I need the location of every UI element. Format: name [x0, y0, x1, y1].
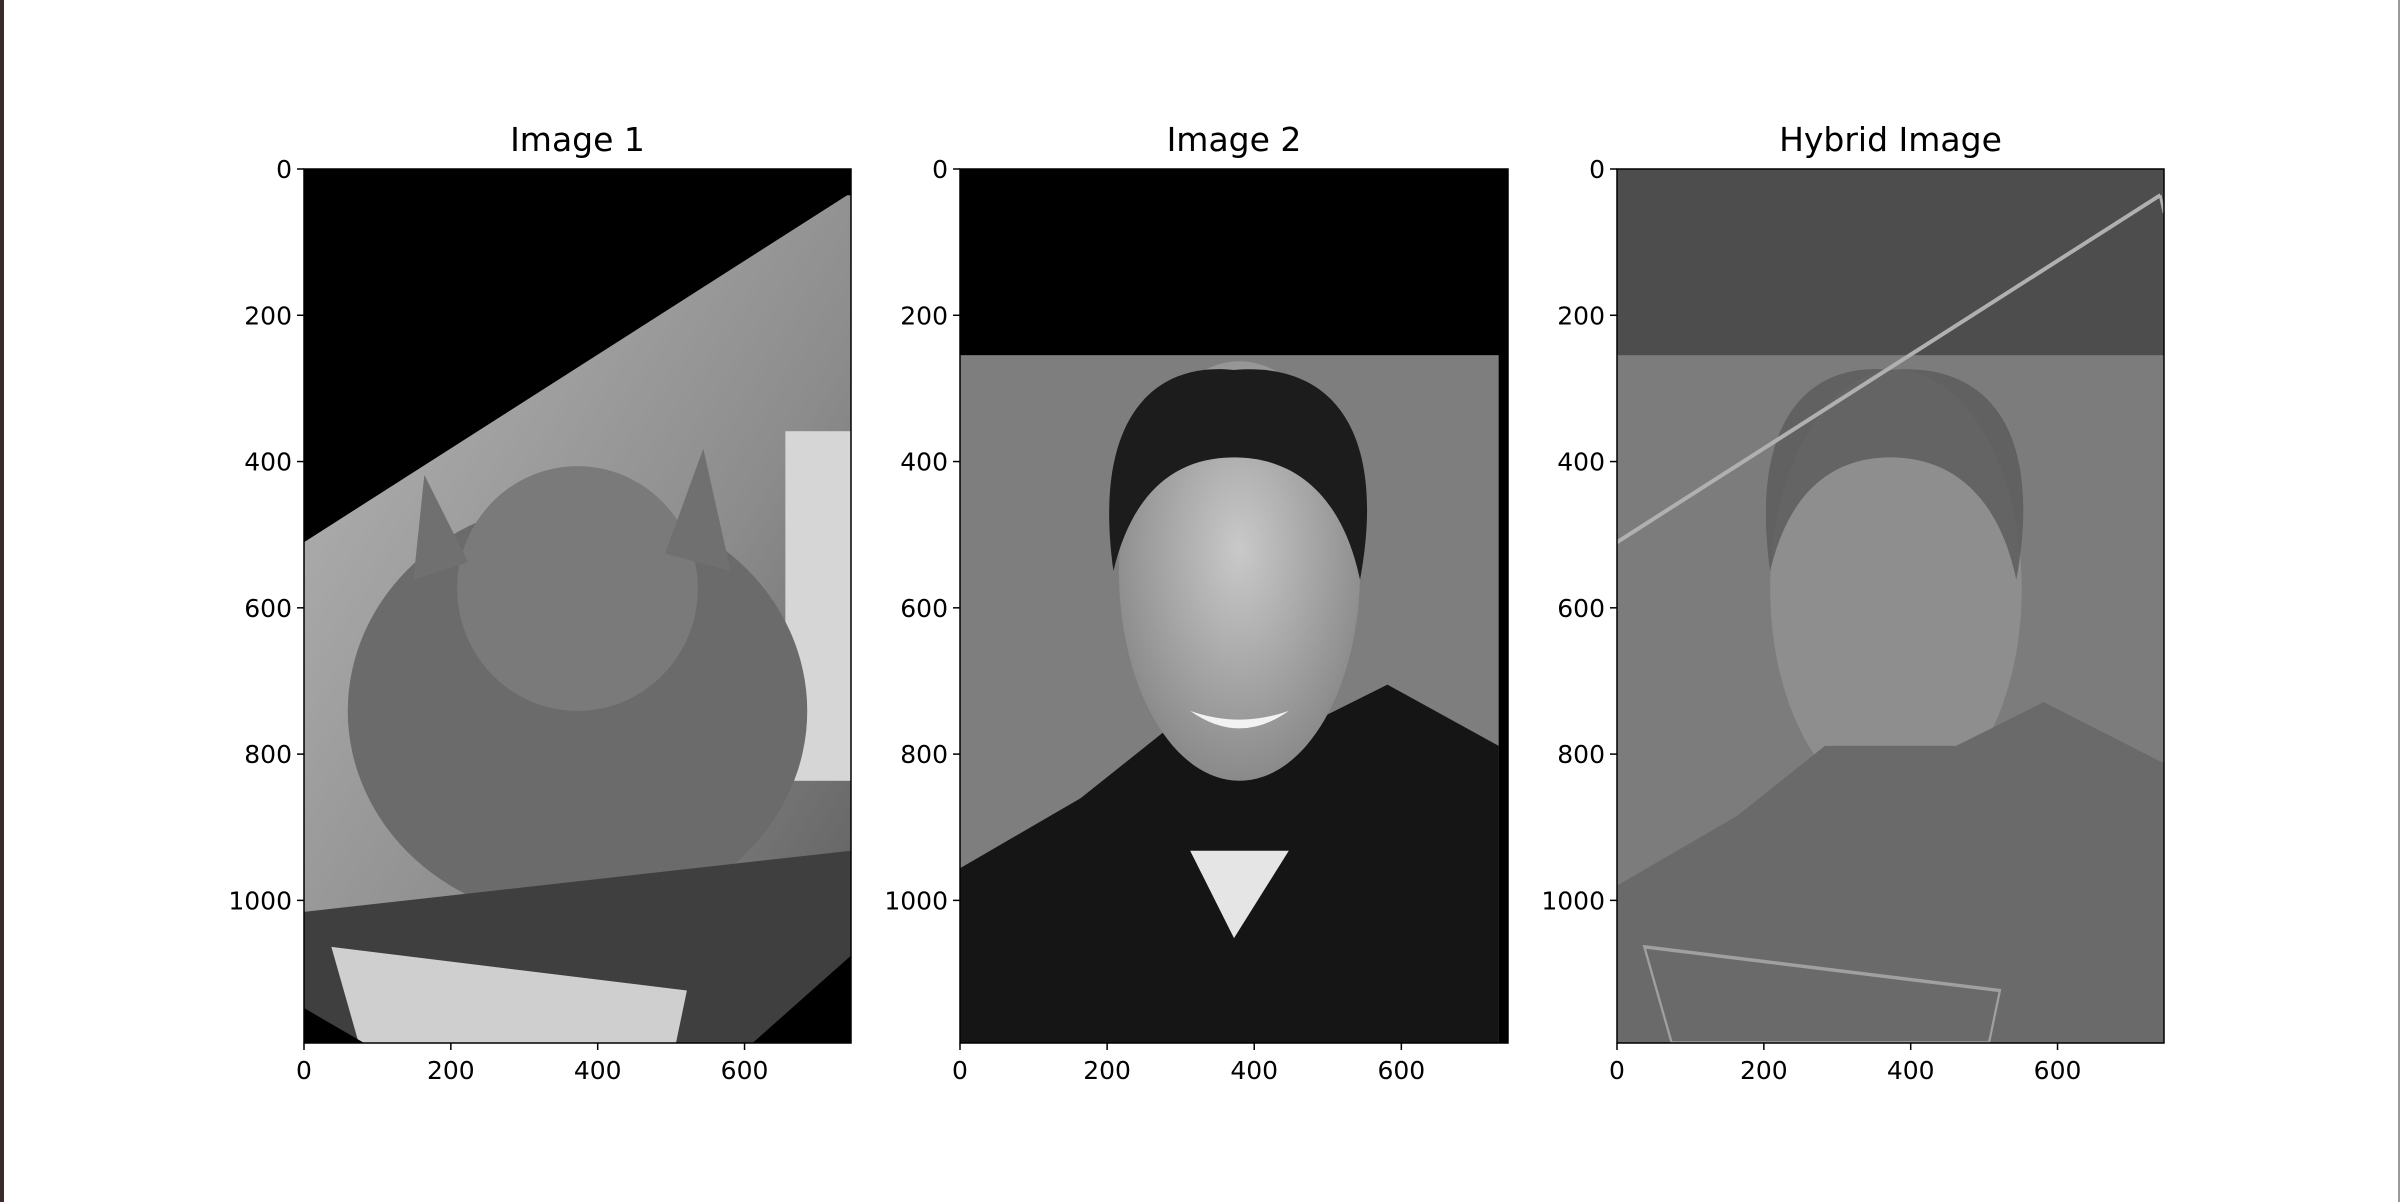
window-edge [2398, 0, 2400, 1202]
y-tick-label: 0 [932, 155, 948, 184]
subplot-title: Image 2 [1167, 120, 1302, 159]
image-3 [1617, 169, 2164, 1043]
image-2 [960, 169, 1508, 1043]
x-tick-label: 400 [1887, 1056, 1935, 1085]
y-tick-label: 0 [1589, 155, 1605, 184]
y-tick-label: 1000 [884, 886, 948, 915]
y-tick-label: 1000 [228, 886, 292, 915]
x-tick-label: 400 [1230, 1056, 1278, 1085]
y-tick-label: 400 [1557, 448, 1605, 477]
y-tick-label: 400 [900, 448, 948, 477]
image-1 [304, 169, 851, 1043]
subplot-title: Image 1 [510, 120, 645, 159]
x-tick-label: 0 [952, 1056, 968, 1085]
y-tick-label: 800 [900, 740, 948, 769]
x-tick-label: 0 [1609, 1056, 1625, 1085]
x-tick-label: 600 [1377, 1056, 1425, 1085]
y-tick-label: 600 [244, 594, 292, 623]
y-tick-label: 600 [1557, 594, 1605, 623]
y-tick-label: 1000 [1541, 886, 1605, 915]
x-tick-label: 200 [427, 1056, 475, 1085]
x-tick-label: 200 [1740, 1056, 1788, 1085]
x-tick-label: 200 [1083, 1056, 1131, 1085]
axes-frame [303, 168, 852, 1044]
y-tick-label: 200 [244, 301, 292, 330]
y-tick-label: 800 [1557, 740, 1605, 769]
x-tick-label: 600 [2034, 1056, 2082, 1085]
y-tick-label: 600 [900, 594, 948, 623]
x-tick-label: 400 [574, 1056, 622, 1085]
axes-frame [1616, 168, 2165, 1044]
y-tick-label: 400 [244, 448, 292, 477]
y-tick-label: 200 [900, 301, 948, 330]
y-tick-label: 200 [1557, 301, 1605, 330]
x-tick-label: 0 [296, 1056, 312, 1085]
y-tick-label: 800 [244, 740, 292, 769]
axes-frame [959, 168, 1509, 1044]
x-tick-label: 600 [721, 1056, 769, 1085]
y-tick-label: 0 [276, 155, 292, 184]
subplot-title: Hybrid Image [1779, 120, 2002, 159]
window-edge [0, 0, 4, 1202]
